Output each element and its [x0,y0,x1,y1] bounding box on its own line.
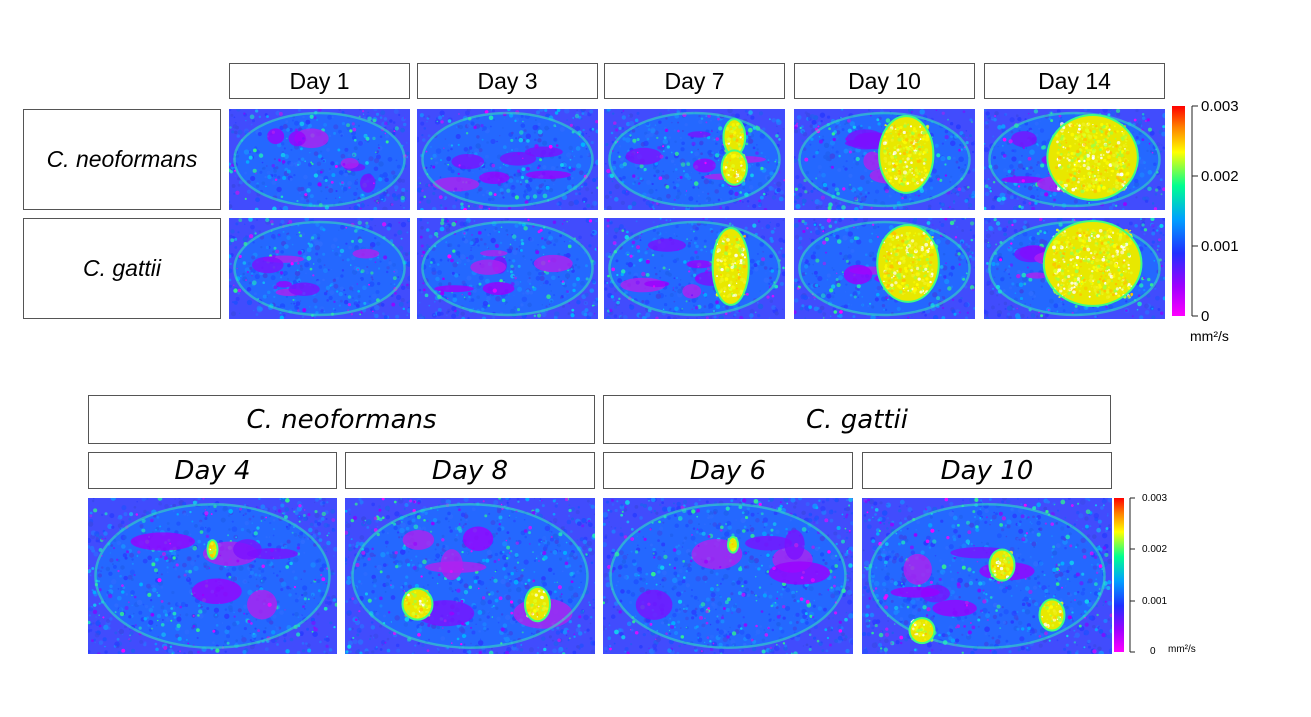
mri-scan [229,218,410,319]
group-header: C. neoformans [88,395,595,444]
mri-scan [862,498,1112,654]
day-header: Day 10 [862,452,1112,489]
day-header: Day 14 [984,63,1165,99]
row-header: C. neoformans [23,109,221,210]
day-label: Day 10 [940,455,1034,486]
day-header: Day 4 [88,452,337,489]
colorbar-tick-label: 0 [1150,646,1156,657]
colorbar-tick-label: 0.001 [1201,238,1239,255]
group-label: C. neoformans [246,404,437,435]
mri-scan [794,218,975,319]
mri-scan [345,498,595,654]
mri-scan [229,109,410,210]
day-label: Day 3 [477,67,538,94]
mri-scan [794,109,975,210]
colorbar-tick-label: 0.002 [1142,544,1168,555]
day-header: Day 10 [794,63,975,99]
row-label: C. gattii [83,255,161,281]
day-header: Day 1 [229,63,410,99]
day-label: Day 6 [689,455,767,486]
day-label: Day 4 [174,455,251,486]
colorbar-tick-label: 0.002 [1201,168,1239,185]
mri-scan [604,218,785,319]
day-header: Day 6 [603,452,853,489]
group-label: C. gattii [806,404,908,435]
colorbar-unit: mm²/s [1190,328,1229,344]
day-header: Day 8 [345,452,595,489]
colorbar-tick-label: 0.003 [1142,493,1168,504]
mri-scan [417,218,598,319]
mri-scan [88,498,337,654]
day-label: Day 1 [289,67,350,94]
day-label: Day 10 [848,67,921,94]
group-header: C. gattii [603,395,1111,444]
mri-scan [984,109,1165,210]
day-label: Day 8 [431,455,509,486]
mri-scan [603,498,853,654]
mri-scan [604,109,785,210]
colorbar [1172,105,1198,317]
row-header: C. gattii [23,218,221,319]
colorbar-tick-label: 0 [1201,308,1210,325]
row-label: C. neoformans [46,146,198,172]
day-header: Day 7 [604,63,785,99]
day-label: Day 7 [664,67,725,94]
day-label: Day 14 [1038,67,1111,94]
colorbar-tick-label: 0.001 [1142,596,1168,607]
mri-scan [984,218,1165,319]
colorbar-tick-label: 0.003 [1201,98,1239,115]
colorbar-unit: mm²/s [1168,644,1196,655]
colorbar [1114,497,1135,653]
mri-scan [417,109,598,210]
day-header: Day 3 [417,63,598,99]
